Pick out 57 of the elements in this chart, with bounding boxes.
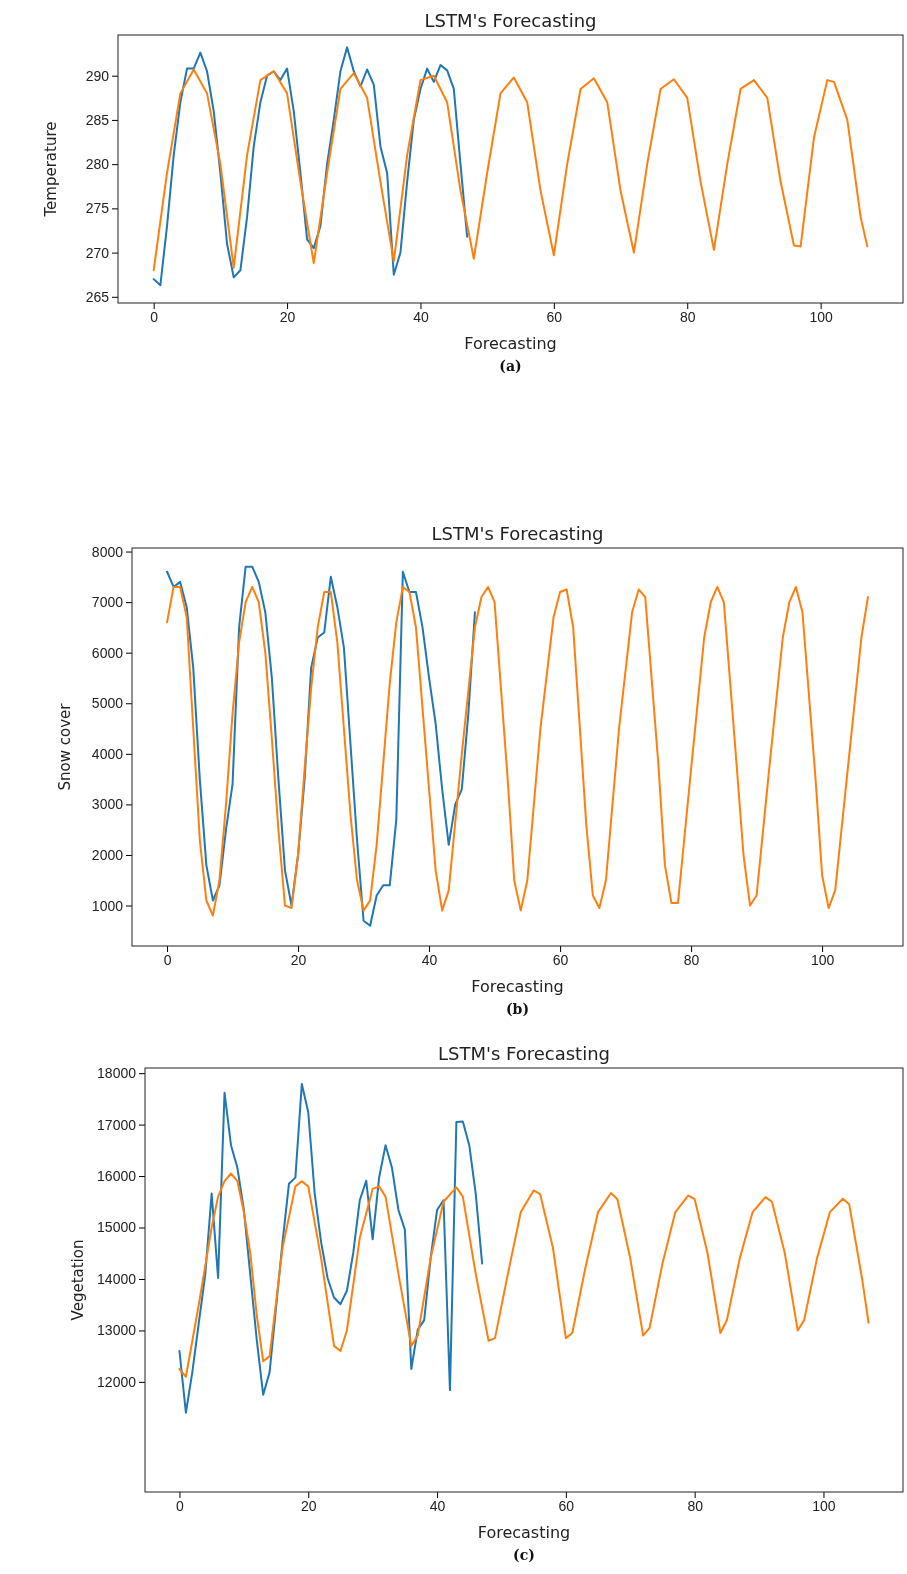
y-tick-label: 13000 [97, 1322, 137, 1339]
y-tick-label: 16000 [97, 1168, 137, 1185]
y-tick-label: 2000 [91, 846, 124, 863]
y-axis-title: Temperature [42, 121, 60, 218]
y-tick-label: 14000 [97, 1270, 137, 1287]
line-series [166, 585, 869, 917]
x-tick-label: 60 [552, 951, 569, 968]
x-tick-label: 80 [679, 308, 696, 325]
y-tick-label: 4000 [91, 745, 124, 762]
chart-title: LSTM's Forecasting [431, 523, 604, 544]
x-axis-title: Forecasting [464, 334, 557, 353]
y-tick-label: 275 [85, 200, 110, 217]
line-series [178, 1172, 870, 1378]
x-tick-label: 40 [421, 951, 438, 968]
x-tick-label: 100 [809, 308, 834, 325]
y-tick-label: 265 [85, 288, 110, 305]
y-axis-title: Vegetation [69, 1239, 87, 1321]
x-axis-title: Forecasting [471, 977, 564, 996]
text: (b) [505, 1001, 530, 1017]
x-tick-label: 100 [812, 1497, 836, 1514]
y-tick-label: 5000 [91, 695, 124, 712]
y-tick-label: 285 [85, 111, 110, 128]
y-axis-title: Snow cover [56, 702, 74, 791]
x-tick-label: 0 [176, 1497, 185, 1514]
x-tick-label: 80 [683, 951, 700, 968]
x-tick-label: 60 [546, 308, 563, 325]
line-series [178, 1082, 484, 1414]
y-tick-label: 8000 [91, 543, 124, 560]
line-series [152, 46, 469, 287]
x-tick-label: 40 [429, 1497, 446, 1514]
y-tick-label: 290 [85, 67, 110, 84]
y-tick-label: 280 [85, 156, 110, 173]
x-tick-label: 40 [413, 308, 429, 325]
x-tick-label: 20 [300, 1497, 317, 1514]
y-tick-label: 3000 [91, 796, 124, 813]
x-tick-label: 0 [163, 951, 172, 968]
x-tick-label: 80 [687, 1497, 704, 1514]
line-series [166, 565, 476, 927]
y-tick-label: 18000 [97, 1065, 137, 1082]
line-series [152, 68, 869, 272]
x-tick-label: 20 [279, 308, 296, 325]
x-axis-title: Forecasting [477, 1523, 571, 1542]
chart-title: LSTM's Forecasting [424, 10, 597, 31]
x-tick-label: 0 [150, 308, 159, 325]
y-tick-label: 1000 [91, 897, 124, 914]
y-tick-label: 7000 [91, 594, 124, 611]
y-tick-label: 270 [85, 244, 110, 261]
text: (c) [513, 1547, 535, 1563]
y-tick-label: 12000 [97, 1373, 137, 1390]
x-tick-label: 100 [810, 951, 835, 968]
y-tick-label: 17000 [97, 1116, 137, 1133]
x-tick-label: 20 [290, 951, 307, 968]
x-tick-label: 60 [558, 1497, 575, 1514]
y-tick-label: 15000 [97, 1219, 137, 1236]
y-tick-label: 6000 [91, 644, 124, 661]
chart-title: LSTM's Forecasting [437, 1043, 611, 1064]
text: (a) [499, 358, 522, 374]
